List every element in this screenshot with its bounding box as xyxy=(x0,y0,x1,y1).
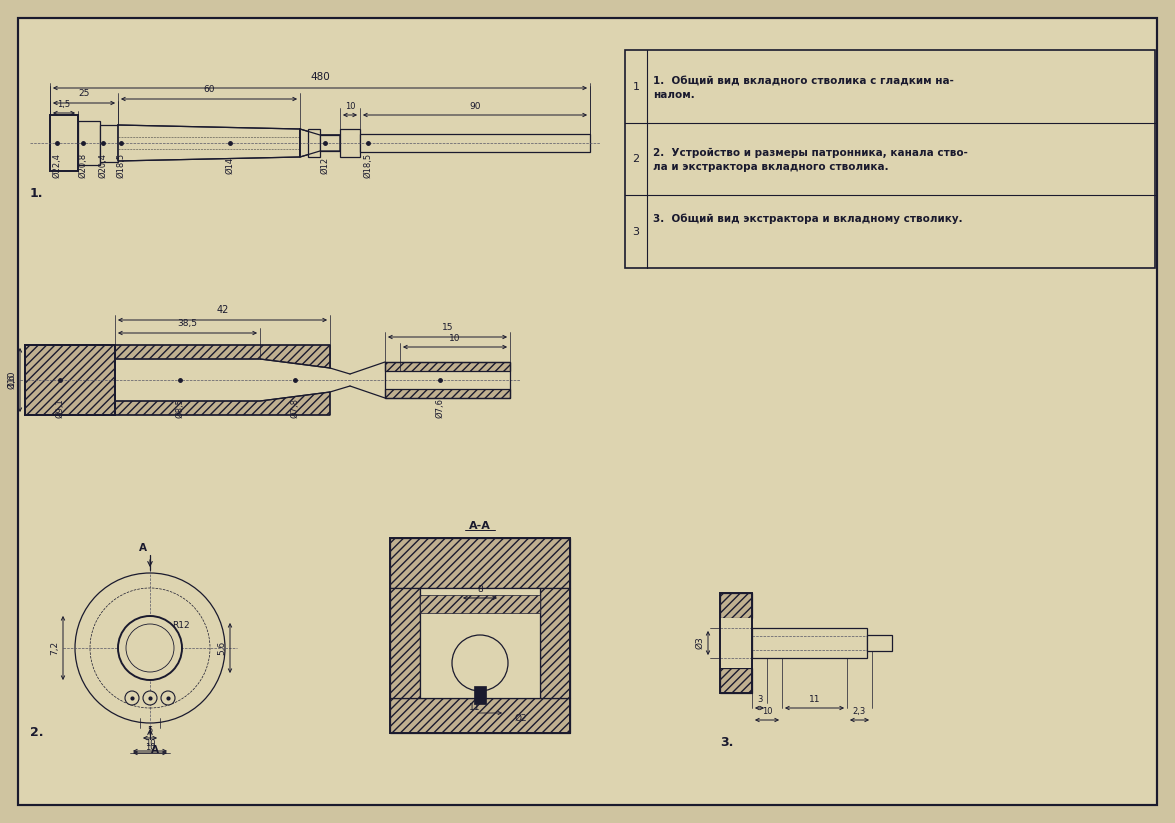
Text: Ø20,8: Ø20,8 xyxy=(79,152,87,178)
Bar xyxy=(390,698,570,733)
Text: 15: 15 xyxy=(442,323,454,332)
Text: 2.: 2. xyxy=(31,727,43,740)
Bar xyxy=(25,345,115,415)
Text: 2: 2 xyxy=(632,154,639,164)
Text: Ø10: Ø10 xyxy=(7,370,16,389)
Text: 10: 10 xyxy=(449,334,461,343)
Bar xyxy=(625,50,1155,268)
Bar xyxy=(385,389,510,398)
Text: налом.: налом. xyxy=(653,90,694,100)
Text: 7,2: 7,2 xyxy=(51,641,59,655)
Circle shape xyxy=(75,573,224,723)
Polygon shape xyxy=(118,125,300,161)
Bar xyxy=(419,595,540,613)
Circle shape xyxy=(143,691,157,705)
Circle shape xyxy=(118,616,182,680)
Text: 3.: 3. xyxy=(720,737,733,750)
Bar xyxy=(25,345,115,415)
Text: 1,5: 1,5 xyxy=(58,100,70,109)
Text: 480: 480 xyxy=(310,72,330,82)
Text: Ø3: Ø3 xyxy=(694,637,704,649)
Text: А: А xyxy=(139,543,147,553)
Text: А-А: А-А xyxy=(469,521,491,531)
Bar xyxy=(720,593,752,618)
Text: 2,3: 2,3 xyxy=(853,707,866,716)
Text: ла и экстрактора вкладного стволика.: ла и экстрактора вкладного стволика. xyxy=(653,162,888,172)
Bar xyxy=(360,134,590,152)
Bar xyxy=(308,129,320,157)
Text: Ø18,5: Ø18,5 xyxy=(116,152,126,178)
Text: 60: 60 xyxy=(203,85,215,94)
Bar xyxy=(385,362,510,398)
Bar xyxy=(474,686,486,704)
Text: 3: 3 xyxy=(757,695,763,704)
Bar xyxy=(390,538,570,733)
Bar xyxy=(752,628,867,658)
Text: 25: 25 xyxy=(79,89,89,98)
Text: 8: 8 xyxy=(477,585,483,594)
Text: Ø12: Ø12 xyxy=(321,156,329,174)
Bar xyxy=(78,121,100,165)
Text: Ø14: Ø14 xyxy=(226,156,235,174)
Bar xyxy=(390,588,419,698)
Bar xyxy=(720,593,752,693)
Circle shape xyxy=(125,691,139,705)
Text: 11: 11 xyxy=(469,704,481,713)
Text: Ø7,6: Ø7,6 xyxy=(436,398,444,418)
Text: 38,5: 38,5 xyxy=(177,319,197,328)
Circle shape xyxy=(161,691,175,705)
Text: 1,6: 1,6 xyxy=(7,374,16,387)
Polygon shape xyxy=(300,129,340,157)
Bar xyxy=(385,362,510,371)
Text: А: А xyxy=(152,745,159,755)
Text: 42: 42 xyxy=(216,305,229,315)
Bar xyxy=(540,588,570,698)
Bar xyxy=(340,129,360,157)
Bar xyxy=(320,135,340,151)
Text: 90: 90 xyxy=(469,102,481,111)
Bar xyxy=(100,124,118,161)
Text: 5,6: 5,6 xyxy=(217,641,226,655)
Bar xyxy=(720,618,752,668)
Text: 11: 11 xyxy=(808,695,820,704)
Text: 10: 10 xyxy=(344,102,355,111)
Text: Ø8,5: Ø8,5 xyxy=(175,398,184,418)
Text: 3.  Общий вид экстрактора и вкладному стволику.: 3. Общий вид экстрактора и вкладному ств… xyxy=(653,213,962,224)
Polygon shape xyxy=(115,392,330,415)
Bar xyxy=(419,588,540,698)
Text: Ø9,1: Ø9,1 xyxy=(55,398,65,418)
Text: 2.  Устройство и размеры патронника, канала ство-: 2. Устройство и размеры патронника, кана… xyxy=(653,148,968,158)
Bar xyxy=(51,115,78,171)
Bar xyxy=(720,668,752,693)
Text: 1.  Общий вид вкладного стволика с гладким на-: 1. Общий вид вкладного стволика с гладки… xyxy=(653,76,954,86)
Polygon shape xyxy=(115,345,330,368)
Text: Ø20,4: Ø20,4 xyxy=(99,152,107,178)
Text: 3: 3 xyxy=(632,227,639,237)
Bar xyxy=(390,538,570,588)
Text: 5: 5 xyxy=(147,726,153,735)
Text: R12: R12 xyxy=(172,621,189,630)
Text: Ø7,8: Ø7,8 xyxy=(290,398,300,418)
Bar xyxy=(867,635,892,651)
Text: 10: 10 xyxy=(761,707,772,716)
Text: 10: 10 xyxy=(145,739,155,748)
Text: 1: 1 xyxy=(632,82,639,92)
Text: 1.: 1. xyxy=(31,187,43,199)
Text: 10: 10 xyxy=(145,743,155,752)
Text: Ø22,4: Ø22,4 xyxy=(53,152,61,178)
Text: Ø18,5: Ø18,5 xyxy=(363,152,372,178)
Circle shape xyxy=(126,624,174,672)
Circle shape xyxy=(452,635,508,691)
Text: Ø2: Ø2 xyxy=(515,714,528,723)
